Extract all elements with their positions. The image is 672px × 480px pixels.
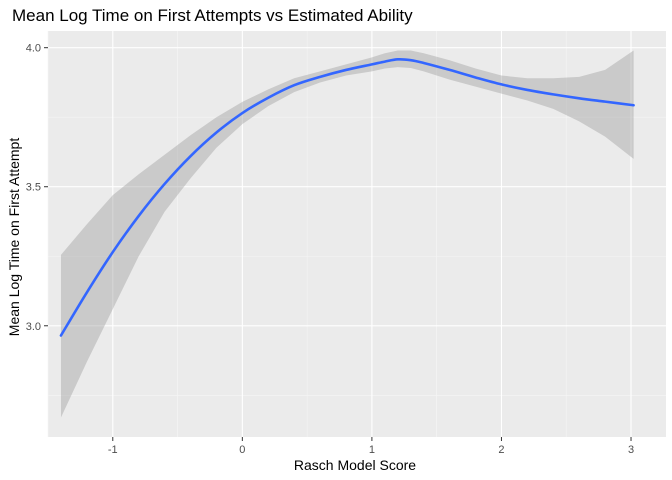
x-tick-label: 3 <box>628 444 634 456</box>
y-tick-label: 3.0 <box>26 321 41 333</box>
plot-panel <box>48 31 666 437</box>
x-tick-label: -1 <box>108 444 118 456</box>
major-gridlines <box>48 31 666 437</box>
x-tick-label: 1 <box>369 444 375 456</box>
x-axis-title: Rasch Model Score <box>294 457 416 473</box>
x-tick-label: 0 <box>239 444 245 456</box>
y-axis-title: Mean Log Time on First Attempt <box>6 138 22 337</box>
y-tick-label: 3.5 <box>26 182 41 194</box>
minor-gridlines <box>47 31 666 437</box>
y-axis-ticks: 3.0 3.5 4.0 <box>26 43 48 333</box>
y-tick-label: 4.0 <box>26 43 41 55</box>
x-tick-label: 2 <box>498 444 504 456</box>
x-axis-ticks: -1 0 1 2 3 <box>108 437 634 456</box>
smooth-trend-line <box>59 58 635 337</box>
chart-title: Mean Log Time on First Attempts vs Estim… <box>12 6 413 25</box>
